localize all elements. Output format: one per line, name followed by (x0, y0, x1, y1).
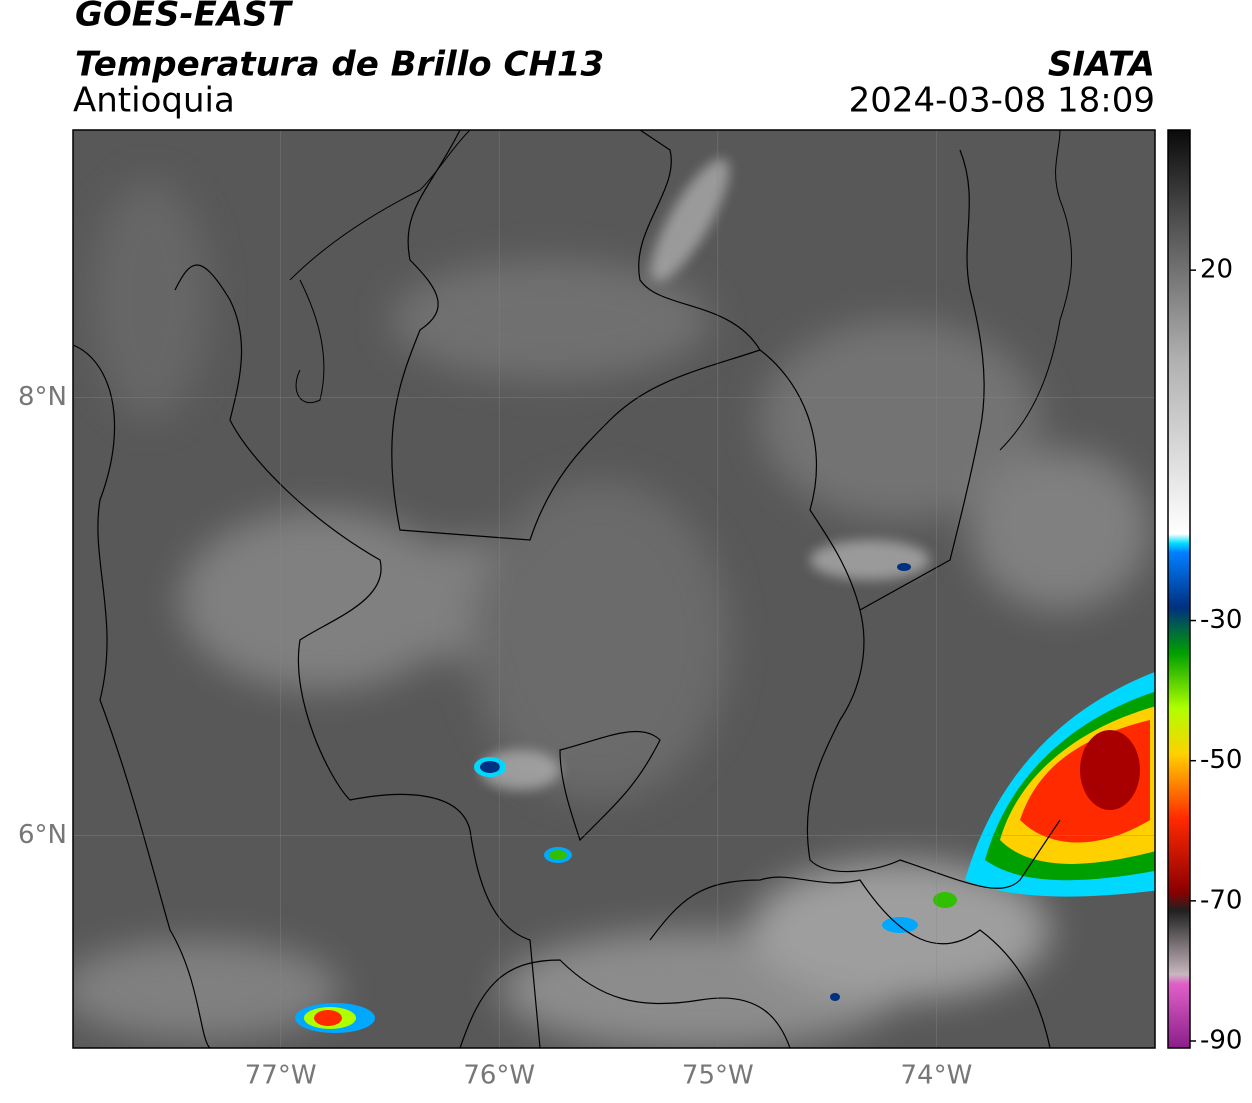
title: GOES-EAST (75, 0, 294, 35)
borders (73, 130, 1061, 1048)
map-frame (72, 129, 1156, 1049)
coastline (289, 130, 1073, 451)
y-tick-label: 6°N (18, 820, 67, 850)
x-tick-label: 77°W (245, 1061, 317, 1091)
x-tick-label: 75°W (682, 1061, 754, 1091)
colorbar-tick-label: 20 (1200, 255, 1233, 285)
subtitle: Temperatura de Brillo CH13 (75, 45, 604, 85)
convective-cells (295, 563, 1155, 1033)
region: Antioquia (73, 81, 235, 121)
ticks: 77°W 76°W 75°W 74°W 8°N 6°N 20 -30 -50 -70 -90 (18, 255, 1242, 1091)
colorbar-tick-label: -90 (1200, 1025, 1242, 1055)
colorbar (1167, 129, 1191, 1049)
satellite-image (73, 130, 1155, 1048)
y-tick-label: 8°N (18, 382, 67, 412)
colorbar-tick-label: -30 (1200, 605, 1242, 635)
gridlines (73, 130, 1155, 1048)
x-tick-label: 76°W (463, 1061, 535, 1091)
colorbar-tick-label: -70 (1200, 885, 1242, 915)
timestamp: 2024-03-08 18:09 (849, 81, 1155, 121)
colorbar-tick-label: -50 (1200, 745, 1242, 775)
x-tick-label: 74°W (901, 1061, 973, 1091)
source: SIATA (1048, 45, 1155, 85)
